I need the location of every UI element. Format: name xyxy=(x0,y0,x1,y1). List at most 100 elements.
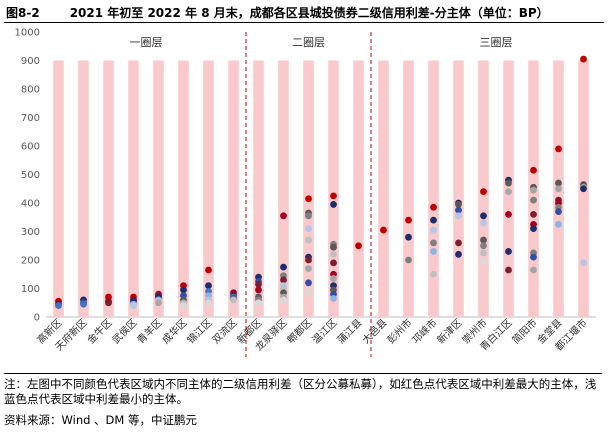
spread-point xyxy=(405,216,412,224)
category-label: 简阳市 xyxy=(509,316,539,346)
spread-point xyxy=(405,233,412,241)
category-label: 锦江区 xyxy=(184,316,214,346)
spread-point xyxy=(205,282,212,290)
spread-point xyxy=(530,196,537,204)
spread-point xyxy=(480,242,487,250)
spread-point xyxy=(555,208,562,215)
y-tick-label: 700 xyxy=(21,113,40,124)
group-label: 二圈层 xyxy=(292,36,325,49)
range-bar xyxy=(453,60,464,317)
group-label: 一圈层 xyxy=(130,36,163,49)
spread-point xyxy=(530,253,537,261)
y-tick-label: 900 xyxy=(21,56,40,67)
category-label: 成华区 xyxy=(159,316,189,346)
y-tick-label: 300 xyxy=(21,227,40,238)
range-bar xyxy=(403,60,414,317)
spread-point xyxy=(180,286,187,294)
category-label: 武侯区 xyxy=(109,316,139,346)
spread-point xyxy=(255,299,262,307)
spread-point xyxy=(430,226,437,234)
spread-point xyxy=(480,236,487,244)
range-bar xyxy=(428,60,439,317)
range-bar xyxy=(128,60,139,317)
spread-point xyxy=(280,212,287,220)
spread-point xyxy=(330,250,337,258)
spread-point xyxy=(180,302,187,309)
spread-point xyxy=(355,242,362,250)
spread-point xyxy=(530,166,537,174)
figure-title: 2021 年初至 2022 年 8 月末，成都各区县城投债券二级信用利差-分主体… xyxy=(69,5,549,20)
range-bar xyxy=(178,60,189,317)
spread-point xyxy=(380,226,387,234)
category-label: 彭州市 xyxy=(384,316,414,346)
y-tick-label: 1000 xyxy=(15,28,40,39)
spread-point xyxy=(280,263,287,271)
spread-point xyxy=(555,145,562,153)
spread-point xyxy=(555,220,562,228)
spread-point xyxy=(305,225,312,233)
y-tick-label: 500 xyxy=(21,170,40,181)
range-bar xyxy=(378,60,389,317)
spread-point xyxy=(330,192,337,200)
spread-point xyxy=(430,239,437,247)
spread-point xyxy=(330,243,337,251)
spread-point xyxy=(580,259,587,267)
group-label: 三圈层 xyxy=(480,36,513,49)
spread-point xyxy=(405,256,412,264)
spread-point xyxy=(305,212,312,220)
spread-point xyxy=(430,216,437,224)
spread-point xyxy=(430,203,437,211)
spread-point xyxy=(530,211,537,218)
range-bar xyxy=(228,60,239,317)
range-bar xyxy=(78,60,89,317)
spread-point xyxy=(330,275,337,282)
chart-note: 注：左图中不同颜色代表区域内不同主体的二级信用利差（区分公募私募），如红色点代表… xyxy=(4,373,602,407)
spread-point xyxy=(55,302,62,309)
category-label: 双流区 xyxy=(209,316,239,346)
spread-point xyxy=(280,296,287,304)
spread-point xyxy=(130,302,137,309)
spread-point xyxy=(305,279,312,287)
spread-point xyxy=(505,188,512,196)
spread-point xyxy=(305,236,312,244)
spread-point xyxy=(455,201,462,208)
spread-point xyxy=(530,266,537,274)
y-tick-label: 400 xyxy=(21,199,40,210)
category-label: 新津区 xyxy=(434,316,464,346)
range-bar xyxy=(53,60,64,317)
spread-point xyxy=(480,258,487,265)
spread-point xyxy=(255,286,262,294)
spread-point xyxy=(305,195,312,203)
figure-header: 图8-2 2021 年初至 2022 年 8 月末，成都各区县城投债券二级信用利… xyxy=(4,2,604,23)
data-source: 资料来源：Wind 、DM 等，中证鹏元 xyxy=(4,413,197,427)
spread-point xyxy=(480,249,487,257)
spread-point xyxy=(205,299,212,307)
spread-point xyxy=(430,270,437,278)
category-label: 青羊区 xyxy=(134,316,164,346)
spread-point xyxy=(505,266,512,274)
spread-point xyxy=(455,212,462,220)
category-label: 蒲江县 xyxy=(334,316,364,346)
spread-point xyxy=(455,239,462,247)
spread-point xyxy=(480,219,487,227)
range-bar xyxy=(303,60,314,317)
figure-number: 图8-2 xyxy=(6,5,40,20)
y-tick-label: 0 xyxy=(34,313,40,324)
range-bar xyxy=(353,60,364,317)
spread-scatter-chart: 0 100 200 300 400 500 600 700 800 900 1000 一圈层 二圈层 三圈… xyxy=(15,28,596,357)
category-label: 温江区 xyxy=(310,317,340,347)
range-bar xyxy=(203,60,214,317)
spread-point xyxy=(455,206,462,214)
spread-point xyxy=(430,248,437,255)
spread-point xyxy=(505,211,512,218)
spread-point xyxy=(505,179,512,187)
spread-point xyxy=(305,256,312,264)
spread-point xyxy=(255,280,262,288)
spread-point xyxy=(305,289,312,297)
range-bar xyxy=(278,60,289,317)
spread-point xyxy=(480,212,487,220)
y-tick-label: 100 xyxy=(21,284,40,295)
category-label: 郫都区 xyxy=(284,316,314,346)
spread-point xyxy=(455,250,462,258)
